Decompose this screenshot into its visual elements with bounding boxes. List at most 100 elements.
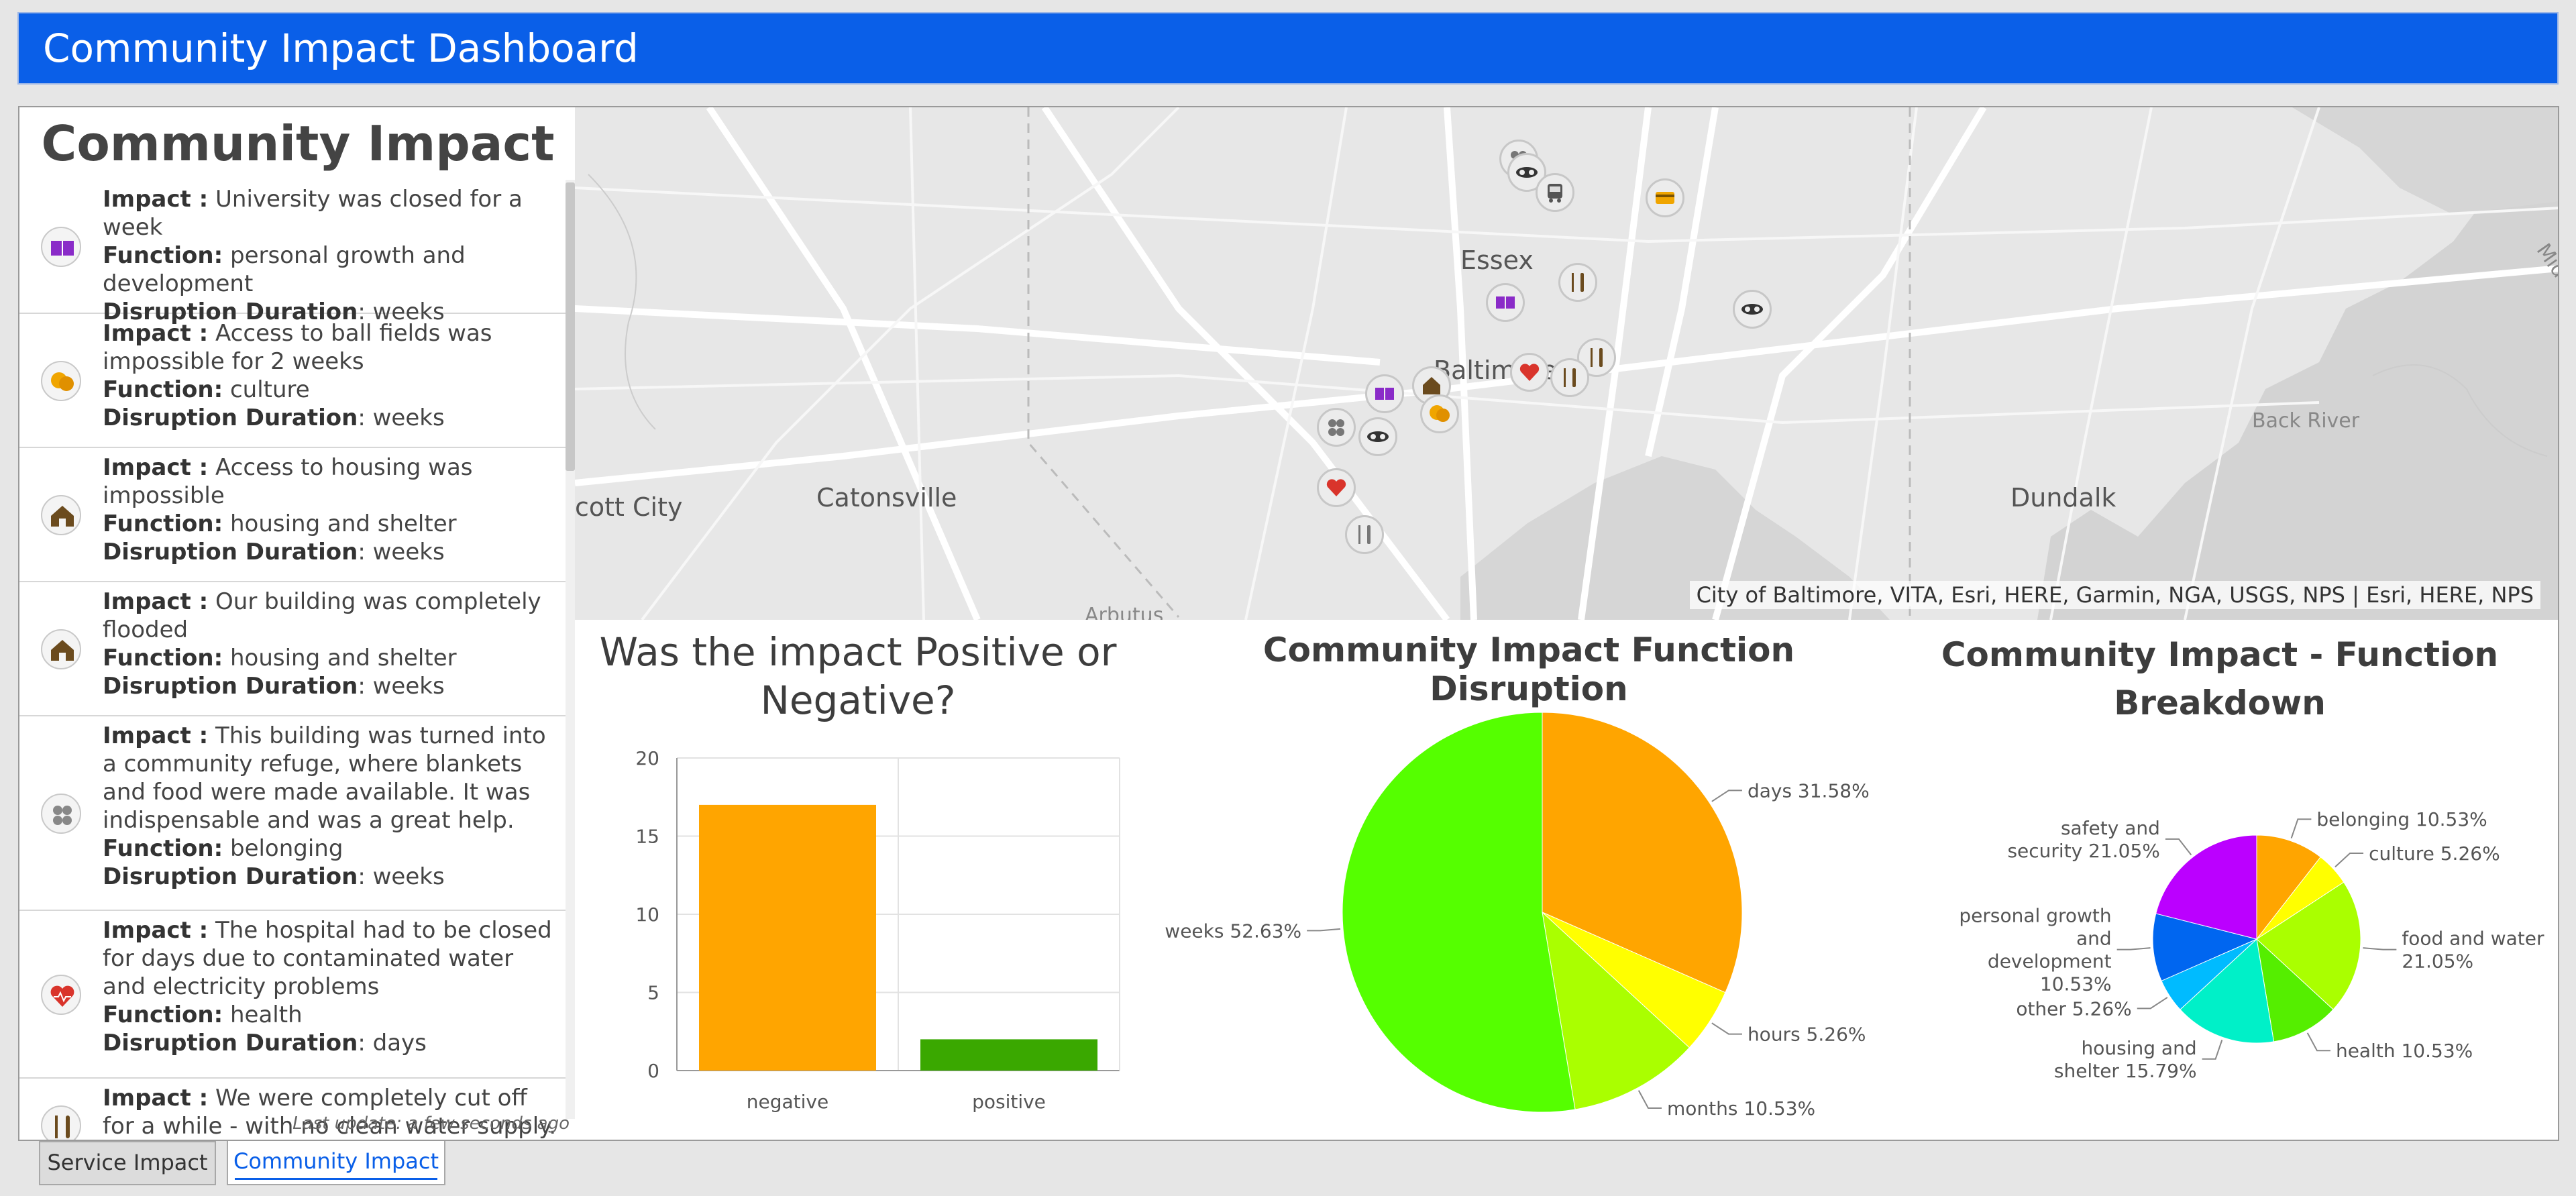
map-pin-masks[interactable] [1420, 394, 1459, 433]
pie2-label: safety and security 21.05% [2007, 817, 2159, 862]
list-item-text: Impact : This building was turned into a… [103, 722, 546, 890]
pie1-label: months 10.53% [1667, 1097, 1815, 1120]
bar-chart[interactable]: 0 5 10 15 20 negative positive [596, 751, 1133, 1140]
impact-label: Impact : [103, 588, 209, 615]
pie1-label: days 31.58% [1748, 779, 1870, 802]
map-pin-bus[interactable] [1536, 173, 1574, 212]
list-item-text: Impact : The hospital had to be closed f… [103, 917, 552, 1056]
duration-text: weeks [372, 298, 445, 325]
impact-list[interactable]: Impact : University was closed for a wee… [19, 180, 566, 1140]
map-pin-heart-2[interactable] [1317, 468, 1356, 507]
function-text: culture [229, 376, 310, 403]
map-pin-utensils-4[interactable] [1345, 515, 1384, 554]
map-pin-book-2[interactable] [1365, 374, 1404, 413]
map-pin-mask-2[interactable] [1733, 290, 1772, 329]
book-icon [41, 227, 81, 267]
pie1-slice [1342, 712, 1576, 1113]
header-bar: Community Impact Dashboard [17, 12, 2559, 85]
function-label: Function: [103, 1001, 223, 1028]
pie2-slice [2180, 938, 2275, 1044]
map-pin-house[interactable] [1412, 366, 1451, 405]
map-pin-utensils-3[interactable] [1550, 358, 1589, 397]
duration-text: weeks [372, 673, 445, 700]
heart-icon [41, 975, 81, 1015]
duration-text: weeks [372, 863, 445, 890]
list-item[interactable]: Impact : The hospital had to be closed f… [19, 911, 566, 1079]
list-item[interactable]: Impact : This building was turned into a… [19, 716, 566, 911]
pie2-label: belonging 10.53% [2316, 808, 2487, 830]
list-item[interactable]: Impact : Access to housing was impossibl… [19, 448, 566, 582]
impact-text: Our building was completely flooded [103, 588, 541, 643]
pie-chart-function-breakdown[interactable]: belonging 10.53% culture 5.26% food and wa… [1911, 778, 2555, 1140]
map-pin-mask-3[interactable] [1358, 417, 1397, 456]
map-pin-utensils[interactable] [1558, 263, 1597, 302]
pie2-slice [2256, 834, 2321, 940]
pie2-slice [2152, 913, 2258, 981]
duration-text: weeks [372, 539, 445, 565]
pie2-slice [2256, 938, 2334, 1042]
map-label-catonsville: Catonsville [816, 483, 957, 512]
impact-label: Impact : [103, 320, 209, 347]
pie-chart-function-disruption[interactable]: days 31.58% hours 5.26% months 10.53% weeks… [1146, 684, 1911, 1140]
pie1-leader [1307, 928, 1341, 932]
impact-text: University was closed for a week [103, 186, 523, 241]
pie2-leader [2116, 947, 2151, 950]
bar-negative [699, 804, 876, 1071]
dashboard-title: Community Impact Dashboard [43, 25, 639, 71]
duration-text: weeks [372, 404, 445, 431]
pie2-leader [2363, 947, 2397, 950]
impact-label: Impact : [103, 917, 209, 944]
map-pin-card[interactable] [1646, 178, 1684, 217]
pie2-label: food and water 21.05% [2402, 928, 2544, 973]
list-item[interactable]: Impact : We were completely cut off for … [19, 1079, 566, 1140]
tab-community-impact[interactable]: Community Impact [227, 1141, 445, 1185]
house-icon [41, 629, 81, 669]
list-item[interactable]: Impact : Access to ball fields was impos… [19, 314, 566, 448]
function-label: Function: [103, 835, 223, 862]
impact-list-panel: Community Impact Impact : University was… [19, 107, 576, 1140]
pie1-leader [1711, 1022, 1742, 1035]
list-item[interactable]: Impact : Our building was completely flo… [19, 582, 566, 716]
pie-chart-2-title: Community Impact - Function Breakdown [1898, 631, 2542, 727]
pie2-leader [2137, 997, 2168, 1010]
map-label-back-river: Back River [2252, 409, 2360, 433]
function-text: belonging [229, 835, 343, 862]
scrollbar-thumb[interactable] [566, 182, 575, 471]
list-item-text: Impact : Access to ball fields was impos… [103, 320, 492, 431]
impact-text: Access to ball fields was impossible for… [103, 320, 492, 375]
y-tick-label: 5 [647, 982, 659, 1004]
duration-label: Disruption Duration [103, 1030, 358, 1056]
people-icon [41, 794, 81, 834]
map-label-dundalk: Dundalk [2010, 483, 2116, 512]
y-tick-label: 20 [635, 751, 659, 769]
impact-text: The hospital had to be closed for days d… [103, 917, 552, 1000]
function-label: Function: [103, 510, 223, 537]
map-pin-heart[interactable] [1510, 353, 1549, 392]
pie-chart-1-title: Community Impact Function Disruption [1263, 631, 1795, 708]
duration-label: Disruption Duration [103, 863, 358, 890]
function-label: Function: [103, 242, 223, 269]
list-item-text: Impact : Access to housing was impossibl… [103, 454, 473, 565]
list-item-text: Impact : We were completely cut off for … [103, 1084, 559, 1140]
pie2-leader [2165, 838, 2192, 856]
list-item[interactable]: Impact : University was closed for a wee… [19, 180, 566, 325]
pie2-label: personal growth and development 10.53% [1959, 905, 2111, 995]
impact-label: Impact : [103, 454, 209, 481]
impact-label: Impact : [103, 186, 209, 213]
tab-service-impact[interactable]: Service Impact [39, 1141, 216, 1185]
function-text: housing and shelter [229, 645, 457, 671]
pie2-leader [2334, 853, 2364, 868]
function-label: Function: [103, 645, 223, 671]
function-text: housing and shelter [229, 510, 457, 537]
bar-positive [920, 1039, 1097, 1071]
map-pin-book[interactable] [1486, 283, 1525, 322]
map-pin-mask[interactable] [1507, 153, 1546, 192]
last-update-text: Last update: a few seconds ago [292, 1113, 570, 1134]
y-tick-label: 15 [635, 826, 659, 848]
impact-label: Impact : [103, 722, 209, 749]
pie2-label: housing and shelter 15.79% [2054, 1037, 2197, 1082]
map-view[interactable]: Essex Baltimore Catonsville Dundalk cott… [575, 107, 2558, 620]
pie-chart-2-title-line1: Community Impact - Function [1941, 635, 2499, 674]
map-pin-people-2[interactable] [1317, 408, 1356, 447]
bar-chart-title-line1: Was the impact Positive or [599, 629, 1117, 675]
